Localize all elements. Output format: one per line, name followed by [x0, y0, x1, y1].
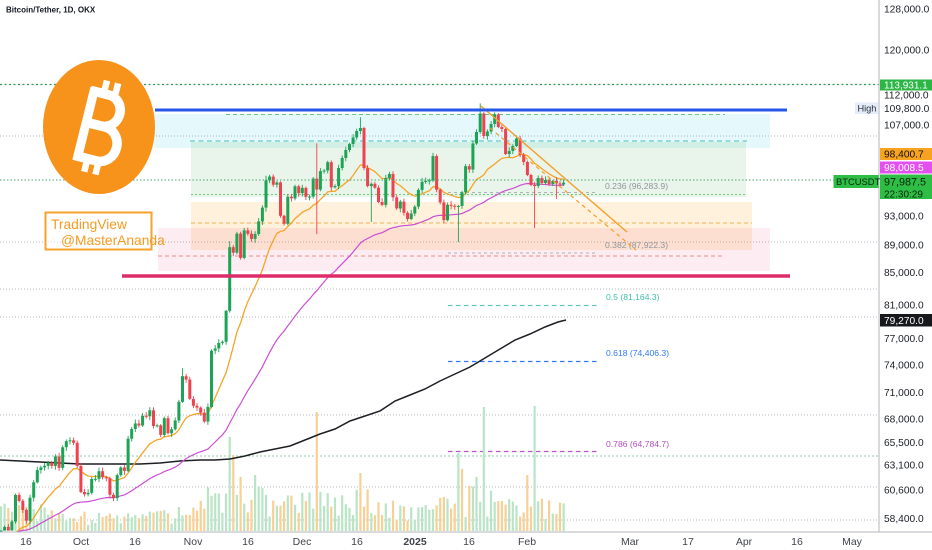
svg-text:0.5 (81,164.3): 0.5 (81,164.3)	[606, 292, 660, 302]
svg-text:16: 16	[463, 536, 475, 548]
svg-text:0.786 (64,784.7): 0.786 (64,784.7)	[606, 439, 669, 449]
svg-text:16: 16	[20, 536, 32, 548]
svg-text:2025: 2025	[403, 536, 427, 548]
svg-text:Mar: Mar	[621, 536, 640, 548]
svg-text:65,500.0: 65,500.0	[884, 438, 924, 449]
svg-text:89,000.0: 89,000.0	[884, 241, 924, 252]
svg-text:16: 16	[242, 536, 254, 548]
svg-text:22:30:29: 22:30:29	[884, 189, 923, 200]
svg-text:Nov: Nov	[184, 536, 203, 548]
svg-text:@MasterAnanda: @MasterAnanda	[61, 233, 165, 248]
svg-text:16: 16	[129, 536, 141, 548]
svg-text:Feb: Feb	[518, 536, 536, 548]
svg-text:0.618 (74,406.3): 0.618 (74,406.3)	[606, 348, 669, 358]
svg-text:Dec: Dec	[293, 536, 312, 548]
svg-text:112,000.0: 112,000.0	[884, 91, 929, 102]
svg-text:113,931.1: 113,931.1	[884, 81, 928, 92]
svg-text:16: 16	[351, 536, 363, 548]
svg-text:Apr: Apr	[736, 536, 753, 548]
svg-text:128,000.0: 128,000.0	[884, 5, 930, 16]
svg-text:High: High	[858, 104, 877, 114]
svg-text:TradingView: TradingView	[51, 217, 127, 232]
svg-text:May: May	[842, 536, 863, 548]
svg-text:Bitcoin/Tether, 1D, OKX: Bitcoin/Tether, 1D, OKX	[6, 6, 96, 15]
svg-text:60,600.0: 60,600.0	[884, 486, 924, 497]
svg-text:79,270.0: 79,270.0	[884, 316, 924, 327]
svg-text:BTCUSDT: BTCUSDT	[836, 176, 881, 187]
svg-text:93,000.0: 93,000.0	[884, 212, 924, 223]
svg-text:98,400.7: 98,400.7	[884, 150, 924, 161]
svg-text:77,000.0: 77,000.0	[884, 334, 924, 345]
svg-text:0.382 (87,922.3): 0.382 (87,922.3)	[605, 240, 668, 250]
svg-text:17: 17	[682, 536, 694, 548]
svg-text:63,100.0: 63,100.0	[884, 461, 924, 472]
svg-text:16: 16	[791, 536, 803, 548]
svg-text:74,000.0: 74,000.0	[884, 361, 924, 372]
svg-text:0.236 (96,283.9): 0.236 (96,283.9)	[605, 181, 668, 191]
svg-text:120,000.0: 120,000.0	[884, 46, 930, 57]
svg-text:85,000.0: 85,000.0	[884, 268, 924, 279]
svg-text:97,987.5: 97,987.5	[884, 176, 926, 188]
svg-text:107,000.0: 107,000.0	[884, 121, 930, 132]
svg-text:71,000.0: 71,000.0	[884, 388, 924, 399]
svg-text:98,008.5: 98,008.5	[884, 163, 924, 174]
svg-text:Oct: Oct	[73, 536, 89, 548]
svg-text:81,000.0: 81,000.0	[884, 301, 924, 312]
svg-text:109,800.0: 109,800.0	[884, 104, 930, 115]
svg-text:68,000.0: 68,000.0	[884, 415, 924, 426]
svg-text:58,400.0: 58,400.0	[884, 514, 924, 525]
